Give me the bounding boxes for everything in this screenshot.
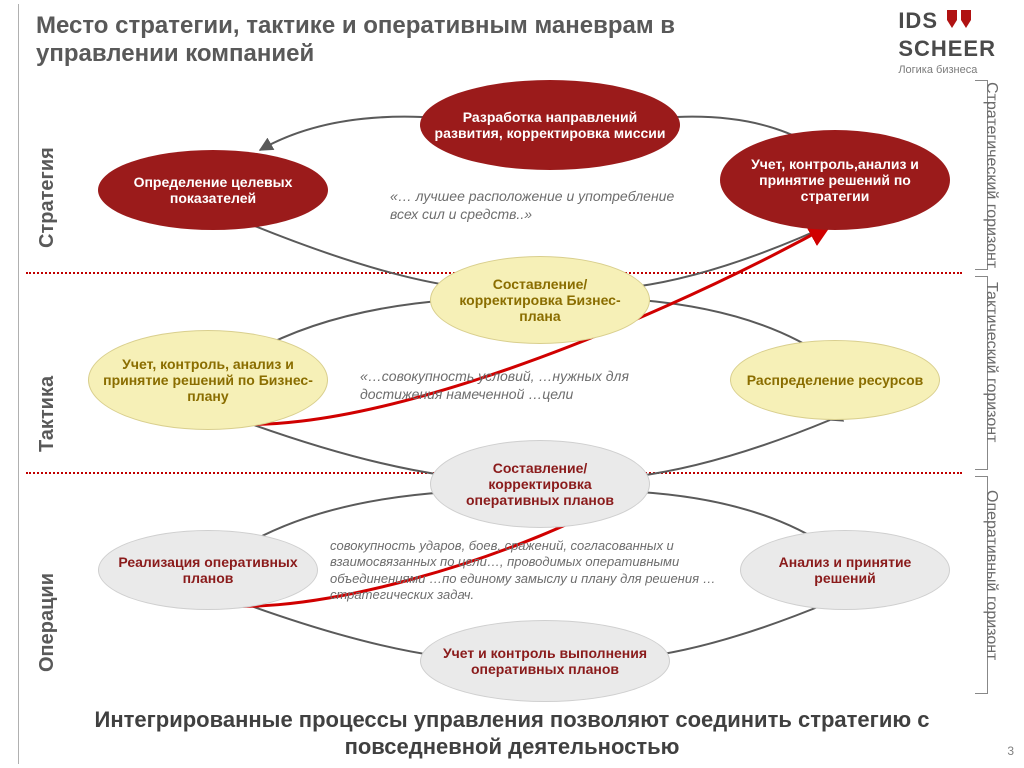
node-tactics-top: Составление/ корректировка Бизнес-плана	[430, 256, 650, 344]
node-strategy-right: Учет, контроль,анализ и принятие решений…	[720, 130, 950, 230]
node-ops-top: Составление/ корректировка оперативных п…	[430, 440, 650, 528]
slide-title: Место стратегии, тактике и оперативным м…	[36, 12, 816, 67]
node-ops-left: Реализация оперативных планов	[98, 530, 318, 610]
quote-ops: совокупность ударов, боев, сражений, сог…	[330, 538, 730, 603]
quote-tactics: «…совокупность условий, …нужных для дост…	[360, 368, 700, 403]
row-label-tactics: Тактика	[36, 376, 59, 452]
logo-mark-icon	[945, 8, 973, 36]
horizon-label-3: Оперативный горизонт	[982, 490, 1000, 660]
left-rule	[18, 4, 19, 764]
node-ops-bottom: Учет и контроль выполнения оперативных п…	[420, 620, 670, 702]
logo-tagline: Логика бизнеса	[898, 64, 996, 76]
logo: IDS SCHEER Логика бизнеса	[898, 8, 996, 76]
row-label-ops: Операции	[36, 573, 59, 672]
node-ops-right: Анализ и принятие решений	[740, 530, 950, 610]
page-number: 3	[1007, 744, 1014, 758]
node-tactics-left: Учет, контроль, анализ и принятие решени…	[88, 330, 328, 430]
node-tactics-right: Распределение ресурсов	[730, 340, 940, 420]
row-label-strategy: Стратегия	[36, 147, 59, 248]
logo-text-1: IDS	[898, 8, 938, 33]
logo-text-2: SCHEER	[898, 36, 996, 61]
quote-strategy: «… лучшее расположение и употребление вс…	[390, 188, 690, 223]
bottom-caption: Интегрированные процессы управления позв…	[36, 707, 988, 760]
horizon-label-2: Тактический горизонт	[982, 282, 1000, 442]
node-strategy-left: Определение целевых показателей	[98, 150, 328, 230]
horizon-label-1: Стратегический горизонт	[982, 82, 1000, 268]
node-strategy-top: Разработка направлений развития, коррект…	[420, 80, 680, 170]
